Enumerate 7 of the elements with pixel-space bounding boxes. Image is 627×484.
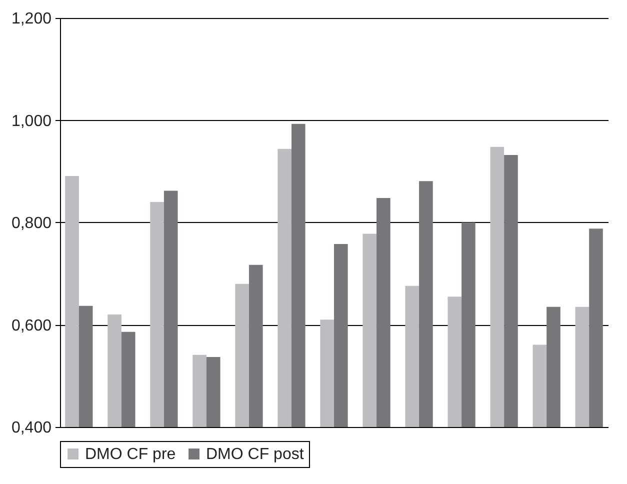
y-tick-label: 0,800	[11, 215, 52, 232]
y-tick-label: 1,200	[11, 10, 52, 28]
legend-label: DMO CF pre	[85, 446, 176, 463]
y-tick-label: 0,600	[11, 317, 52, 334]
y-tick-label: 0,400	[11, 420, 52, 436]
legend-label: DMO CF post	[206, 446, 304, 463]
y-tick-label: 1,000	[11, 112, 52, 130]
